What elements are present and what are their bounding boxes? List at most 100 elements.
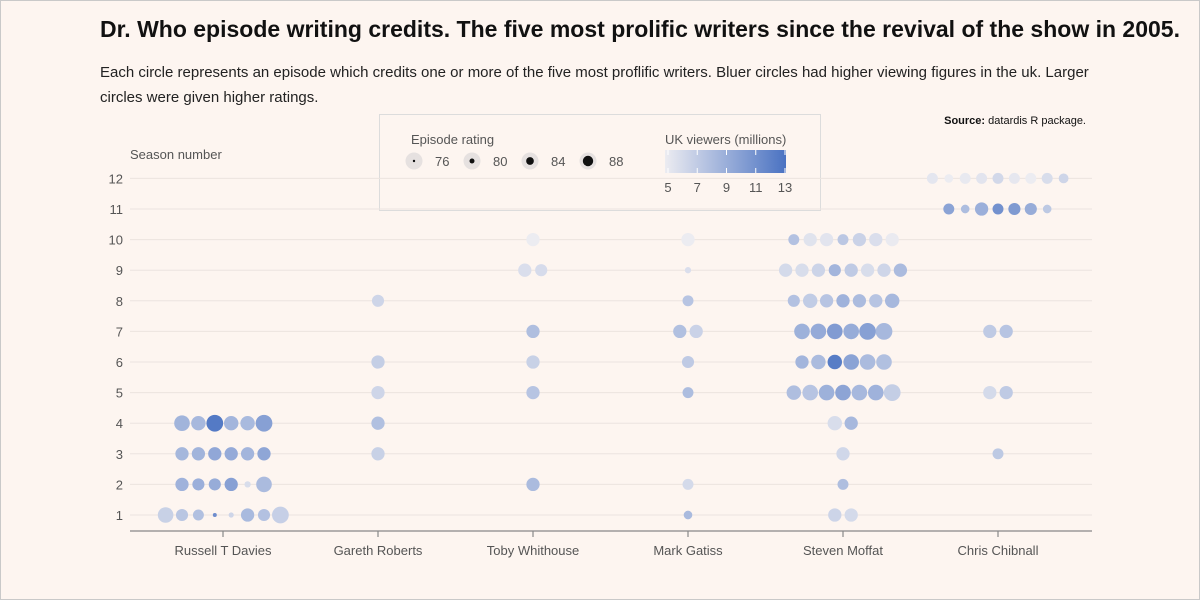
- episode-point: [240, 415, 255, 431]
- episode-point: [992, 203, 1004, 215]
- episode-point: [244, 481, 251, 488]
- episode-point: [1024, 202, 1037, 216]
- episode-point: [869, 294, 883, 308]
- y-tick-label: 4: [116, 416, 123, 431]
- episode-point: [786, 385, 802, 400]
- episode-point: [943, 203, 955, 215]
- size-legend-dot: [469, 158, 475, 164]
- y-tick-label: 10: [109, 233, 123, 248]
- episode-point: [535, 264, 548, 277]
- episode-point: [828, 264, 841, 277]
- episode-point: [802, 384, 818, 401]
- size-legend-label: 84: [551, 154, 565, 169]
- episode-point: [175, 477, 189, 492]
- episode-point: [1041, 172, 1053, 184]
- episode-point: [682, 295, 694, 307]
- episode-point: [518, 263, 532, 277]
- episode-point: [836, 294, 850, 308]
- episode-point: [1058, 173, 1069, 184]
- episode-point: [859, 354, 876, 370]
- episode-point: [811, 263, 826, 277]
- episode-point: [174, 415, 190, 432]
- episode-point: [884, 293, 900, 309]
- episode-point: [885, 232, 899, 247]
- episode-point: [1042, 204, 1052, 214]
- episode-point: [206, 414, 224, 432]
- y-tick-label: 11: [110, 202, 124, 217]
- episode-point: [926, 172, 938, 184]
- episode-point: [371, 355, 385, 369]
- episode-point: [256, 476, 272, 493]
- episode-point: [843, 354, 859, 370]
- episode-point: [175, 447, 189, 461]
- episode-point: [837, 234, 849, 246]
- y-tick-label: 2: [116, 477, 123, 492]
- episode-point: [837, 478, 849, 490]
- source-label: Source:: [944, 115, 986, 127]
- episode-point: [818, 384, 835, 401]
- episode-point: [811, 354, 826, 370]
- episode-point: [844, 416, 858, 430]
- episode-point: [257, 447, 271, 461]
- source-note: Source: datardis R package.: [944, 115, 1086, 127]
- episode-point: [802, 293, 818, 309]
- episode-point: [828, 508, 842, 522]
- episode-point: [794, 323, 810, 340]
- x-tick-label: Chris Chibnall: [958, 543, 1039, 558]
- episode-point: [875, 323, 893, 340]
- episode-point: [827, 354, 843, 370]
- episode-point: [959, 172, 971, 184]
- episode-point: [682, 478, 694, 490]
- episode-point: [684, 267, 692, 274]
- color-legend-bar: [665, 150, 786, 173]
- episode-point: [819, 232, 834, 247]
- episode-point: [255, 414, 273, 432]
- y-tick-label: 12: [109, 171, 123, 186]
- episode-point: [983, 324, 997, 339]
- episode-point: [992, 448, 1004, 460]
- episode-point: [228, 512, 234, 518]
- episode-point: [1025, 172, 1037, 184]
- episode-point: [526, 477, 540, 492]
- y-axis-title: Season number: [130, 147, 222, 162]
- x-tick-label: Gareth Roberts: [334, 543, 423, 558]
- episode-point: [1008, 172, 1020, 184]
- source-text: datardis R package.: [988, 115, 1086, 127]
- episode-point: [683, 510, 693, 520]
- color-legend-label: 13: [778, 180, 792, 195]
- episode-point: [257, 508, 271, 522]
- chart-subtitle: Each circle represents an episode which …: [100, 64, 1089, 106]
- episode-point: [852, 294, 867, 308]
- episode-point: [224, 477, 238, 492]
- size-legend-title: Episode rating: [411, 132, 494, 147]
- episode-point: [192, 478, 205, 491]
- episode-point: [976, 172, 988, 184]
- size-legend-label: 76: [435, 154, 449, 169]
- episode-point: [208, 478, 221, 491]
- episode-point: [191, 447, 206, 461]
- episode-point: [877, 263, 891, 277]
- episode-point: [999, 324, 1013, 339]
- size-legend-label: 88: [609, 154, 623, 169]
- episode-point: [371, 294, 385, 307]
- episode-point: [983, 385, 997, 400]
- episode-point: [673, 324, 687, 339]
- episode-point: [681, 232, 695, 247]
- size-legend-label: 80: [493, 154, 507, 169]
- y-tick-label: 6: [116, 355, 123, 370]
- y-tick-label: 1: [116, 508, 123, 523]
- episode-point: [795, 355, 809, 369]
- episode-point: [371, 385, 385, 400]
- episode-point: [836, 447, 850, 461]
- episode-point: [795, 263, 809, 277]
- episode-point: [191, 415, 206, 431]
- episode-point: [835, 384, 851, 401]
- episode-point: [883, 384, 901, 401]
- y-tick-label: 7: [116, 324, 123, 339]
- episode-point: [208, 447, 222, 461]
- episode-point: [999, 385, 1013, 400]
- episode-point: [371, 416, 385, 430]
- episode-point: [371, 447, 385, 461]
- x-tick-label: Mark Gatiss: [653, 543, 723, 558]
